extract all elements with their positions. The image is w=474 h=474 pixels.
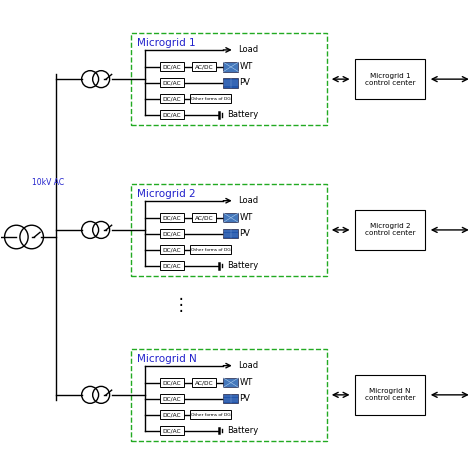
Text: Microgrid N: Microgrid N [137,354,196,364]
Bar [160,410,184,419]
Text: AC/DC: AC/DC [195,64,213,69]
Bar [160,245,184,254]
Text: DC/AC: DC/AC [163,96,181,101]
Text: DC/AC: DC/AC [163,81,181,85]
Text: PV: PV [239,394,250,403]
Text: WT: WT [239,63,253,72]
Bar [223,78,238,88]
Bar [131,349,327,441]
Bar [160,94,184,103]
Bar [190,245,231,254]
Text: PV: PV [239,78,250,87]
Text: WT: WT [239,378,253,387]
Text: DC/AC: DC/AC [163,247,181,252]
Text: Battery: Battery [228,261,259,270]
Text: 10kV AC: 10kV AC [32,178,64,187]
Text: Load: Load [238,196,258,205]
Bar [160,63,184,72]
Text: Microgrid 2: Microgrid 2 [137,189,195,199]
Bar [223,378,238,387]
Bar [190,94,231,103]
Bar [223,229,238,238]
Text: Microgrid 1
control center: Microgrid 1 control center [365,73,415,86]
Bar [131,33,327,125]
Bar [160,78,184,87]
Bar [223,394,238,403]
Bar [160,261,184,270]
Bar [160,213,184,222]
Bar [192,213,216,222]
Text: AC/DC: AC/DC [195,215,213,220]
Bar [355,59,426,99]
Text: DC/AC: DC/AC [163,231,181,236]
Text: Microgrid N
control center: Microgrid N control center [365,388,415,401]
Text: DC/AC: DC/AC [163,112,181,118]
Bar [355,210,426,250]
Text: DC/AC: DC/AC [163,412,181,417]
Bar [192,378,216,387]
Text: DC/AC: DC/AC [163,263,181,268]
Bar [160,110,184,119]
Text: ⋮: ⋮ [172,296,189,314]
Bar [223,213,238,222]
Bar [160,229,184,238]
Bar [190,410,231,419]
Text: Microgrid 1: Microgrid 1 [137,38,195,48]
Bar [160,394,184,403]
Text: DC/AC: DC/AC [163,215,181,220]
Text: DC/AC: DC/AC [163,396,181,401]
Text: Other forms of DG: Other forms of DG [191,97,230,101]
Text: Other forms of DG: Other forms of DG [191,248,230,252]
Text: Load: Load [238,46,258,55]
Text: Microgrid 2
control center: Microgrid 2 control center [365,223,415,237]
Bar [192,63,216,72]
Bar [355,375,426,415]
Text: DC/AC: DC/AC [163,428,181,433]
Text: DC/AC: DC/AC [163,64,181,69]
Text: WT: WT [239,213,253,222]
Text: Battery: Battery [228,426,259,435]
Text: DC/AC: DC/AC [163,380,181,385]
Bar [160,378,184,387]
Bar [160,426,184,435]
Text: Load: Load [238,361,258,370]
Text: Battery: Battery [228,110,259,119]
Text: AC/DC: AC/DC [195,380,213,385]
Text: Other forms of DG: Other forms of DG [191,413,230,417]
Bar [131,184,327,276]
Bar [223,62,238,72]
Text: PV: PV [239,229,250,238]
